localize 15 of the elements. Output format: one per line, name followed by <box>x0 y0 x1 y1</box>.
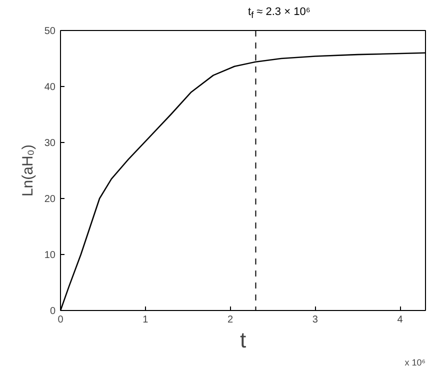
y-tick-label: 50 <box>44 26 56 37</box>
y-tick-label: 20 <box>44 194 56 205</box>
x-tick-label: 2 <box>227 314 234 326</box>
y-axis-title: Ln(aH₀) <box>19 144 36 197</box>
y-tick-label: 40 <box>44 82 56 93</box>
y-tick-label: 30 <box>44 138 56 149</box>
x-tick-label: 3 <box>312 314 318 326</box>
y-tick-label: 10 <box>44 250 56 261</box>
x-axis-title: t <box>240 328 246 352</box>
x-tick-label: 0 <box>58 314 64 326</box>
x-tick-label: 1 <box>142 314 149 326</box>
x-tick-label: 4 <box>397 314 404 326</box>
ref-line-label: t$_{f}$ ≈ 2.3 × 10⁶ <box>248 6 310 22</box>
y-tick-label: 0 <box>50 306 56 317</box>
text: x 10⁶ <box>404 358 426 368</box>
